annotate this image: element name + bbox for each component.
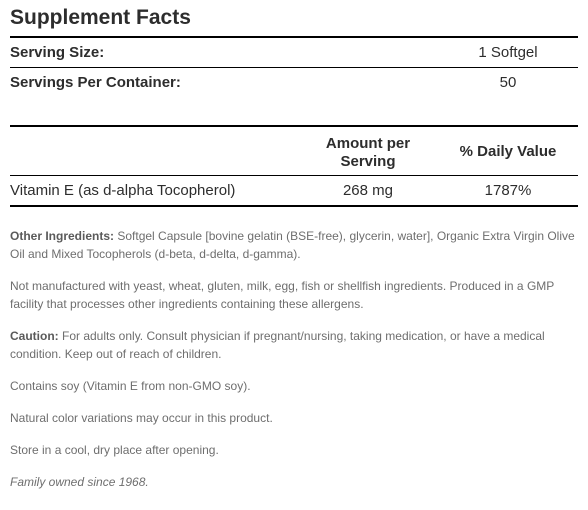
- daily-value-head: % Daily Value: [438, 135, 578, 171]
- amount-head-line1: Amount per: [326, 135, 410, 152]
- caution-note: Caution: For adults only. Consult physic…: [10, 327, 578, 363]
- supplement-facts-panel: Supplement Facts Serving Size: 1 Softgel…: [0, 0, 588, 491]
- nutrient-dv: 1787%: [438, 182, 578, 199]
- bottom-divider: [10, 205, 578, 207]
- servings-per-container-row: Servings Per Container: 50: [10, 67, 578, 97]
- nutrient-table-head: Amount per Serving % Daily Value: [10, 125, 578, 175]
- servings-per-container-label: Servings Per Container:: [10, 74, 438, 91]
- table-row: Vitamin E (as d-alpha Tocopherol) 268 mg…: [10, 175, 578, 205]
- nutrient-name: Vitamin E (as d-alpha Tocopherol): [10, 182, 298, 199]
- allergen-note: Not manufactured with yeast, wheat, glut…: [10, 277, 578, 313]
- serving-size-value: 1 Softgel: [438, 44, 578, 61]
- nutrient-col-spacer: [10, 135, 298, 171]
- other-ingredients-note: Other Ingredients: Softgel Capsule [bovi…: [10, 227, 578, 263]
- servings-per-container-value: 50: [438, 74, 578, 91]
- caution-text: For adults only. Consult physician if pr…: [10, 329, 545, 361]
- storage-note: Store in a cool, dry place after opening…: [10, 441, 578, 459]
- other-ingredients-lead: Other Ingredients:: [10, 229, 114, 243]
- nutrient-amount: 268 mg: [298, 182, 438, 199]
- notes-section: Other Ingredients: Softgel Capsule [bovi…: [10, 227, 578, 491]
- caution-lead: Caution:: [10, 329, 59, 343]
- panel-title: Supplement Facts: [10, 0, 578, 36]
- family-note: Family owned since 1968.: [10, 473, 578, 491]
- soy-note: Contains soy (Vitamin E from non-GMO soy…: [10, 377, 578, 395]
- amount-head-line2: Serving: [340, 153, 395, 170]
- color-variation-note: Natural color variations may occur in th…: [10, 409, 578, 427]
- serving-size-label: Serving Size:: [10, 44, 438, 61]
- serving-size-row: Serving Size: 1 Softgel: [10, 36, 578, 67]
- amount-per-serving-head: Amount per Serving: [298, 135, 438, 171]
